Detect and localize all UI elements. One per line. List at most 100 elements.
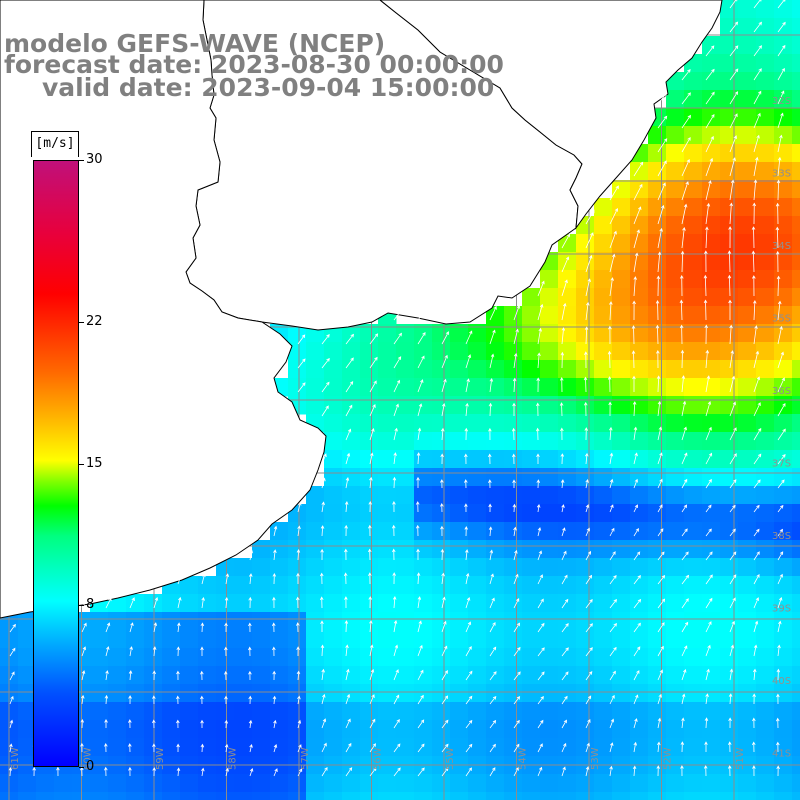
wind-speed-cell bbox=[792, 612, 800, 631]
wind-arrow bbox=[609, 765, 613, 777]
wind-speed-cell bbox=[270, 648, 289, 667]
wind-speed-cell bbox=[702, 450, 721, 469]
wind-speed-cell bbox=[612, 432, 631, 451]
wind-arrow bbox=[344, 548, 348, 561]
wind-arrow bbox=[561, 766, 566, 777]
wind-speed-cell bbox=[774, 648, 793, 667]
wind-arrow bbox=[273, 768, 278, 777]
wind-arrow bbox=[320, 620, 324, 632]
wind-speed-cell bbox=[774, 540, 793, 559]
wind-speed-cell bbox=[396, 450, 415, 469]
colorbar-tick-label: 30 bbox=[86, 152, 103, 167]
wind-arrow bbox=[657, 204, 665, 225]
wind-speed-cell bbox=[324, 522, 343, 541]
wind-arrow bbox=[729, 401, 736, 417]
wind-arrow bbox=[656, 375, 661, 393]
wind-speed-cell bbox=[324, 792, 343, 800]
wind-speed-cell bbox=[612, 720, 631, 739]
wind-speed-cell bbox=[702, 594, 721, 613]
wind-arrow bbox=[81, 622, 87, 633]
wind-arrow bbox=[417, 719, 425, 729]
wind-arrow bbox=[513, 526, 517, 537]
wind-speed-cell bbox=[720, 630, 739, 649]
wind-arrow bbox=[465, 330, 473, 345]
wind-arrow bbox=[537, 743, 543, 753]
wind-arrow bbox=[177, 596, 182, 609]
wind-speed-cell bbox=[738, 180, 757, 199]
wind-arrow bbox=[224, 743, 229, 753]
wind-speed-cell bbox=[576, 306, 595, 325]
wind-arrow bbox=[585, 719, 591, 729]
wind-speed-cell bbox=[666, 630, 685, 649]
wind-arrow bbox=[417, 644, 423, 657]
wind-speed-cell bbox=[774, 432, 793, 451]
wind-arrow bbox=[81, 597, 89, 609]
wind-arrow bbox=[753, 402, 761, 417]
wind-speed-cell bbox=[684, 684, 703, 703]
wind-arrow bbox=[705, 349, 710, 369]
wind-speed-cell bbox=[666, 450, 685, 469]
wind-arrow bbox=[391, 524, 396, 537]
wind-speed-cell bbox=[486, 378, 505, 397]
wind-speed-cell bbox=[756, 576, 775, 595]
wind-arrow bbox=[777, 453, 786, 465]
wind-speed-cell bbox=[792, 468, 800, 487]
wind-speed-cell bbox=[18, 666, 37, 685]
wind-speed-cell bbox=[18, 774, 37, 793]
wind-speed-cell bbox=[414, 396, 433, 415]
wind-speed-cell bbox=[18, 738, 37, 757]
wind-arrow bbox=[249, 743, 253, 753]
wind-speed-cell bbox=[702, 630, 721, 649]
wind-speed-cell bbox=[414, 450, 433, 469]
wind-arrow bbox=[80, 718, 85, 729]
wind-speed-cell bbox=[378, 558, 397, 577]
wind-speed-cell bbox=[162, 792, 181, 800]
wind-arrow bbox=[657, 669, 663, 681]
wind-arrow bbox=[752, 202, 757, 225]
wind-arrow bbox=[705, 202, 711, 225]
wind-speed-cell bbox=[540, 324, 559, 343]
wind-speed-cell bbox=[720, 594, 739, 613]
wind-arrow bbox=[679, 274, 684, 297]
wind-speed-cell bbox=[702, 144, 721, 163]
wind-speed-cell bbox=[738, 252, 757, 271]
wind-speed-cell bbox=[684, 252, 703, 271]
wind-speed-cell bbox=[342, 576, 361, 595]
wind-speed-cell bbox=[360, 342, 379, 361]
wind-speed-cell bbox=[54, 774, 73, 793]
wind-speed-cell bbox=[504, 702, 523, 721]
wind-arrow bbox=[585, 766, 590, 777]
wind-arrow bbox=[753, 597, 759, 609]
wind-speed-cell bbox=[738, 306, 757, 325]
wind-speed-cell bbox=[756, 216, 775, 235]
wind-arrow bbox=[80, 742, 84, 753]
wind-speed-cell bbox=[18, 630, 37, 649]
wind-arrow bbox=[657, 182, 666, 201]
wind-speed-cell bbox=[468, 540, 487, 559]
wind-speed-cell bbox=[180, 648, 199, 667]
wind-speed-cell bbox=[720, 72, 739, 91]
wind-speed-cell bbox=[558, 558, 577, 577]
wind-arrow bbox=[393, 719, 400, 729]
wind-speed-cell bbox=[342, 378, 361, 397]
wind-speed-cell bbox=[540, 414, 559, 433]
wind-speed-cell bbox=[396, 324, 415, 343]
wind-speed-cell bbox=[126, 774, 145, 793]
wind-speed-cell bbox=[522, 378, 541, 397]
wind-speed-cell bbox=[720, 288, 739, 307]
wind-speed-cell bbox=[720, 414, 739, 433]
wind-speed-cell bbox=[504, 450, 523, 469]
wind-speed-cell bbox=[198, 648, 217, 667]
wind-arrow bbox=[104, 766, 108, 777]
wind-speed-cell bbox=[432, 540, 451, 559]
wind-speed-cell bbox=[792, 0, 800, 19]
wind-speed-cell bbox=[684, 360, 703, 379]
wind-speed-cell bbox=[720, 234, 739, 253]
wind-arrow bbox=[561, 327, 566, 345]
wind-speed-cell bbox=[342, 324, 361, 343]
wind-arrow bbox=[559, 402, 564, 417]
wind-speed-cell bbox=[504, 306, 523, 325]
wind-arrow bbox=[392, 596, 397, 609]
wind-speed-cell bbox=[756, 432, 775, 451]
wind-speed-cell bbox=[180, 684, 199, 703]
